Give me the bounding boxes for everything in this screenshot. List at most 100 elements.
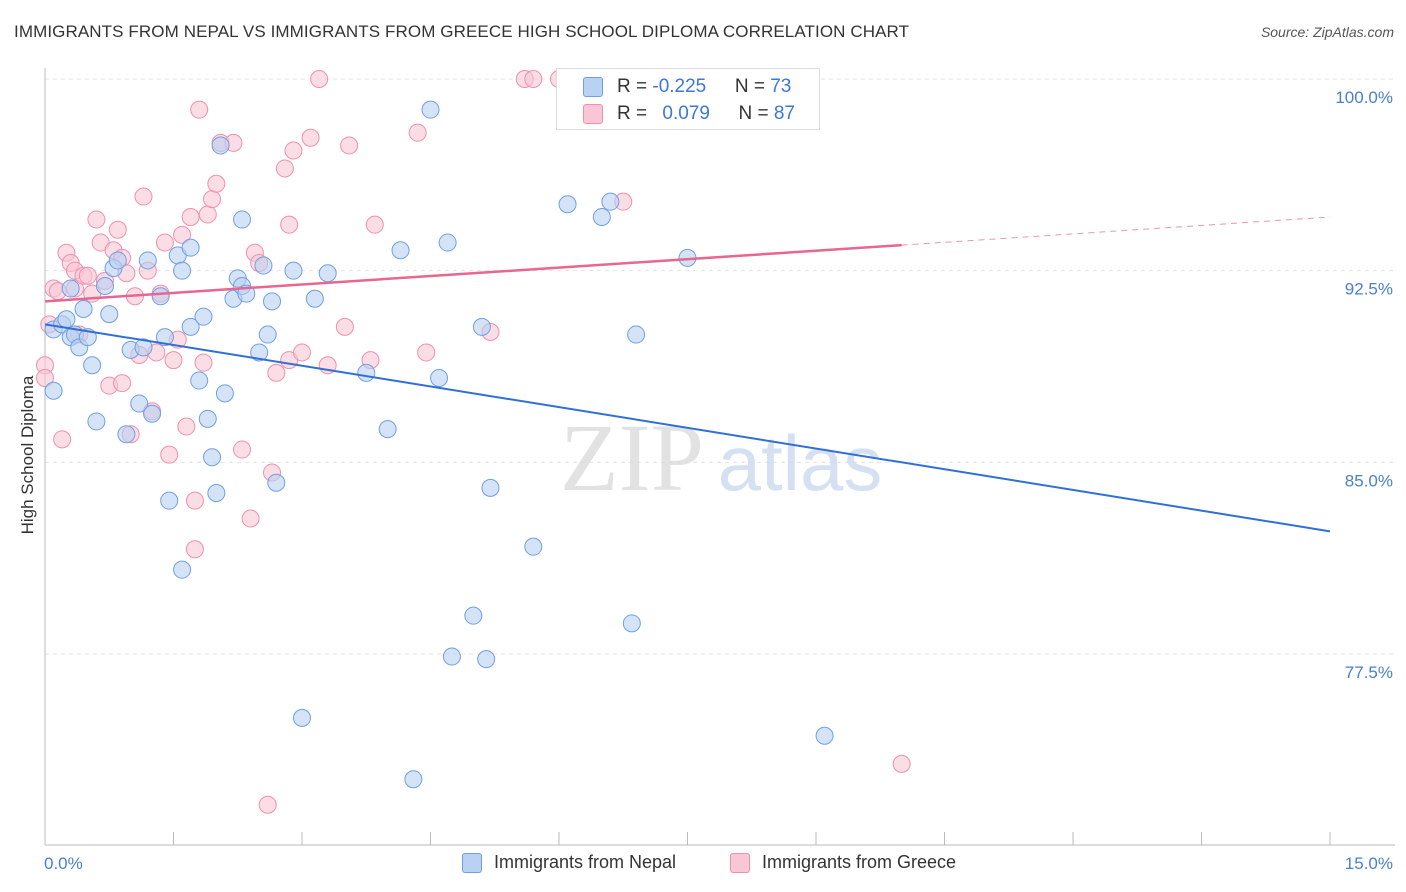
nepal-point — [117, 425, 136, 444]
nepal-point — [378, 420, 397, 439]
nepal-point — [464, 606, 483, 625]
greece-point — [198, 205, 217, 224]
legend-r-greece: R = 0.079 N = 87 — [617, 103, 795, 124]
nepal-point — [181, 317, 200, 336]
nepal-point — [558, 195, 577, 214]
nepal-point — [207, 484, 226, 502]
watermark-zip: ZIP — [560, 404, 704, 511]
nepal-point — [83, 356, 102, 375]
nepal-point — [601, 192, 620, 211]
nepal-point — [155, 328, 174, 347]
grid-lines — [45, 78, 1395, 655]
nepal-point — [100, 305, 119, 324]
nepal-point — [57, 310, 76, 329]
nepal-point — [267, 473, 286, 492]
greece-point — [134, 187, 153, 206]
nepal-point — [143, 404, 162, 423]
nepal-point — [627, 325, 646, 344]
nepal-point — [318, 264, 337, 283]
nepal-point — [250, 343, 269, 362]
greece-point — [185, 540, 204, 559]
y-tick-label: 85.0% — [1345, 471, 1393, 490]
bottom-legend-greece: Immigrants from Greece — [730, 852, 956, 873]
legend-swatch-greece — [583, 104, 603, 124]
bottom-legend-nepal: Immigrants from Nepal — [462, 852, 676, 873]
nepal-point — [592, 208, 611, 226]
greece-point — [335, 317, 354, 336]
nepal-point — [194, 307, 213, 326]
nepal-point — [233, 210, 252, 229]
greece-point — [365, 215, 384, 234]
stats-legend: R = -0.225 N = 73 R = 0.079 N = 87 — [556, 68, 820, 130]
nepal-point — [138, 251, 157, 270]
x-tick-label: 15.0% — [1345, 854, 1393, 873]
greece-point — [310, 70, 329, 88]
greece-point — [340, 136, 359, 155]
series-nepal — [44, 100, 834, 789]
greece-point — [293, 343, 311, 362]
greece-point — [194, 353, 213, 372]
greece-point — [275, 159, 294, 178]
nepal-point — [151, 287, 170, 306]
axes — [44, 68, 1395, 846]
nepal-point — [173, 560, 192, 579]
nepal-point — [421, 100, 440, 119]
greece-point — [207, 174, 226, 193]
nepal-point — [442, 647, 461, 666]
nepal-point — [44, 381, 63, 400]
y-tick-label: 92.5% — [1345, 280, 1393, 299]
greece-point — [173, 225, 192, 244]
nepal-point — [430, 369, 449, 387]
greece-point — [892, 754, 911, 773]
greece-point — [284, 141, 303, 160]
nepal-point — [211, 136, 230, 155]
nepal-point — [203, 448, 222, 467]
greece-point — [417, 343, 436, 362]
greece-point — [155, 233, 174, 252]
nepal-point — [198, 409, 217, 428]
nepal-point — [108, 251, 127, 270]
nepal-point — [263, 292, 282, 311]
nepal-point — [472, 317, 491, 336]
nepal-point — [357, 363, 376, 382]
nepal-point — [134, 338, 153, 357]
greece-point — [280, 215, 299, 234]
nepal-point — [74, 300, 93, 318]
greece-point — [524, 70, 543, 88]
greece-point — [108, 220, 127, 239]
nepal-point — [258, 325, 277, 344]
bottom-legend-label-nepal: Immigrants from Nepal — [494, 852, 677, 872]
nepal-point — [622, 614, 641, 633]
nepal-point — [404, 770, 423, 789]
greece-point — [78, 266, 97, 285]
nepal-point — [173, 261, 192, 280]
nepal-point — [293, 708, 311, 727]
nepal-trend-line — [44, 323, 1331, 533]
greece-point — [181, 208, 200, 226]
nepal-point — [305, 289, 324, 308]
nepal-point — [438, 233, 457, 252]
nepal-point — [524, 537, 543, 556]
greece-point — [190, 100, 209, 119]
nepal-point — [181, 238, 200, 257]
watermark: ZIP atlas — [560, 404, 882, 511]
greece-point — [113, 374, 132, 393]
greece-point — [408, 123, 427, 142]
nepal-point — [160, 491, 179, 510]
bottom-legend-swatch-greece — [730, 852, 750, 873]
greece-point — [164, 351, 183, 370]
greece-point — [87, 210, 106, 229]
nepal-point — [284, 261, 303, 280]
tick-labels: 77.5% 85.0% 92.5% 100.0% 0.0% 15.0% — [44, 88, 1393, 873]
greece-point — [185, 491, 204, 510]
greece-point — [53, 430, 72, 449]
nepal-point — [477, 650, 496, 669]
greece-point — [177, 417, 196, 436]
greece-point — [267, 363, 286, 382]
nepal-point — [391, 241, 410, 260]
watermark-atlas: atlas — [718, 419, 883, 507]
nepal-point — [95, 277, 114, 295]
greece-point — [160, 445, 179, 464]
greece-point — [36, 369, 54, 387]
